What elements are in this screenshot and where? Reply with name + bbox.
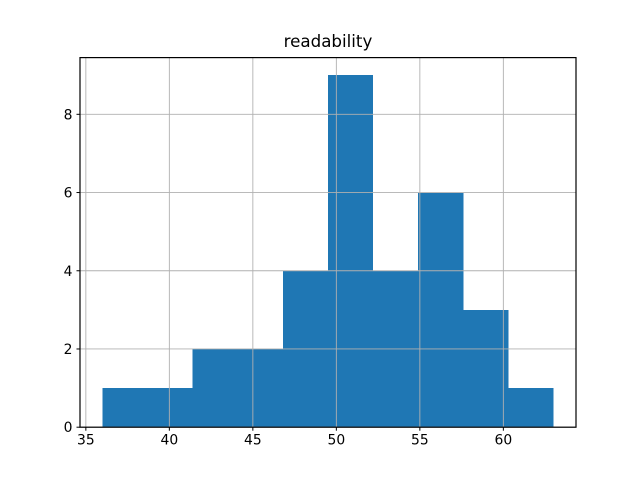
histogram-bar <box>237 348 283 428</box>
plot-border <box>79 56 577 428</box>
x-tick-label: 50 <box>328 433 346 449</box>
histogram-bar <box>192 348 238 428</box>
histogram-bar <box>418 192 464 428</box>
y-tick-label: 6 <box>64 186 73 202</box>
histogram-bar <box>147 388 193 428</box>
y-tick-label: 4 <box>64 264 73 280</box>
x-tick-label: 55 <box>411 433 429 449</box>
x-tick-label: 45 <box>244 433 262 449</box>
histogram-bar <box>102 388 148 428</box>
histogram-bar <box>328 75 374 428</box>
chart-title: readability <box>283 31 373 51</box>
y-tick-label: 0 <box>64 420 73 436</box>
histogram-bar <box>463 309 509 428</box>
x-tick-label: 60 <box>495 433 513 449</box>
y-tick-label: 2 <box>64 342 73 358</box>
histogram-bar <box>508 388 554 428</box>
x-tick-label: 35 <box>77 433 95 449</box>
x-tick-label: 40 <box>161 433 179 449</box>
y-tick-label: 8 <box>64 107 73 123</box>
